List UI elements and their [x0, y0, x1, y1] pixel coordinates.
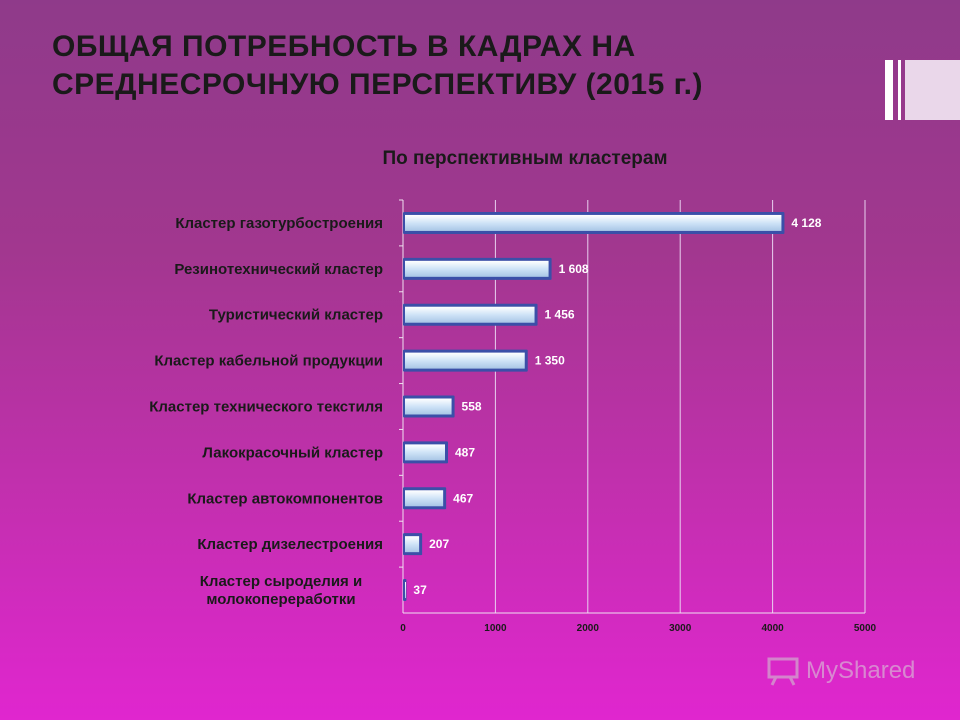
category-label-line: Кластер кабельной продукции: [154, 353, 383, 370]
x-tick-label: 2000: [577, 623, 600, 634]
value-label: 487: [455, 445, 475, 459]
value-label: 4 128: [791, 216, 821, 230]
bar: [405, 398, 452, 415]
bar: [405, 536, 420, 553]
category-label: Туристический кластер: [209, 307, 383, 324]
x-tick-label: 3000: [669, 623, 692, 634]
category-label-line: Резинотехнический кластер: [174, 261, 383, 278]
watermark-text: MyShared: [806, 657, 916, 684]
value-label: 1 350: [535, 354, 565, 368]
category-label-line: Кластер дизелестроения: [197, 536, 383, 553]
category-label: Кластер сыроделия и молокопереработки: [200, 573, 362, 608]
x-tick-label: 5000: [854, 623, 877, 634]
category-label-line: Кластер технического текстиля: [149, 399, 383, 416]
category-label-line: молокопереработки: [206, 591, 355, 608]
presentation-board-icon: [767, 657, 799, 686]
slide-title-line-1: ОБЩАЯ ПОТРЕБНОСТЬ В КАДРАХ НА: [52, 30, 636, 63]
category-label: Кластер автокомпонентов: [187, 490, 383, 507]
bar: [405, 444, 445, 461]
category-label-line: Лакокрасочный кластер: [202, 444, 383, 461]
decorative-panel: [905, 60, 960, 120]
value-label: 207: [429, 537, 449, 551]
x-tick-label: 4000: [761, 623, 784, 634]
bar: [405, 260, 549, 277]
bar: [405, 306, 535, 323]
x-tick-label: 1000: [484, 623, 507, 634]
value-label: 558: [462, 400, 482, 414]
value-label: 1 456: [545, 308, 575, 322]
bar: [405, 582, 406, 599]
x-tick-label: 0: [400, 623, 406, 634]
category-label: Кластер кабельной продукции: [154, 353, 383, 370]
bar: [405, 214, 782, 231]
slide-title-line-2: СРЕДНЕСРОЧНУЮ ПЕРСПЕКТИВУ (2015 г.): [52, 68, 703, 101]
category-label: Кластер газотурбостроения: [175, 215, 383, 232]
value-label: 1 608: [559, 262, 589, 276]
chart-title: По перспективным кластерам: [382, 148, 668, 169]
watermark: MyShared: [766, 656, 915, 686]
value-label: 37: [413, 583, 427, 597]
category-label-line: Туристический кластер: [209, 307, 383, 324]
bar: [405, 352, 525, 369]
value-label: 467: [453, 491, 473, 505]
bar: [405, 490, 444, 507]
category-label: Резинотехнический кластер: [174, 261, 383, 278]
decorative-bar-thin: [898, 60, 901, 120]
category-label: Кластер технического текстиля: [149, 399, 383, 416]
decorative-bar-thick: [885, 60, 893, 120]
category-label-line: Кластер газотурбостроения: [175, 215, 383, 232]
slide-title: ОБЩАЯ ПОТРЕБНОСТЬ В КАДРАХ НА СРЕДНЕСРОЧ…: [52, 28, 812, 104]
category-label-line: Кластер автокомпонентов: [187, 490, 383, 507]
category-label: Лакокрасочный кластер: [202, 444, 383, 461]
category-label-line: Кластер сыроделия и: [200, 573, 362, 590]
category-label: Кластер дизелестроения: [197, 536, 383, 553]
